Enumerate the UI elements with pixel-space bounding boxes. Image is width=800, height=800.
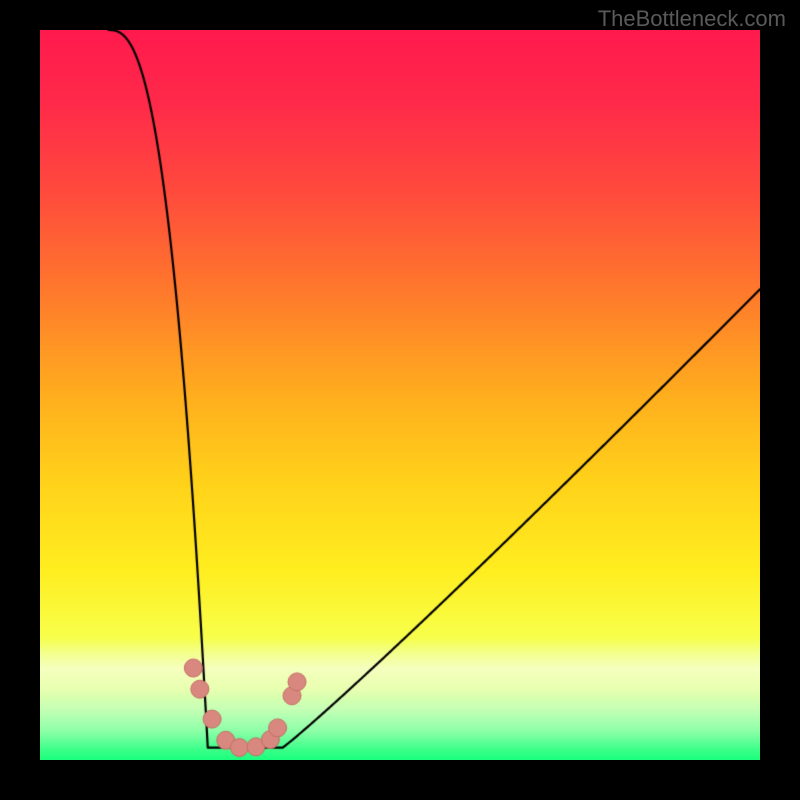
chart-root: TheBottleneck.com: [0, 0, 800, 800]
plot-canvas: [40, 30, 760, 760]
plot-canvas-wrap: [40, 30, 760, 760]
watermark-text: TheBottleneck.com: [598, 6, 786, 32]
